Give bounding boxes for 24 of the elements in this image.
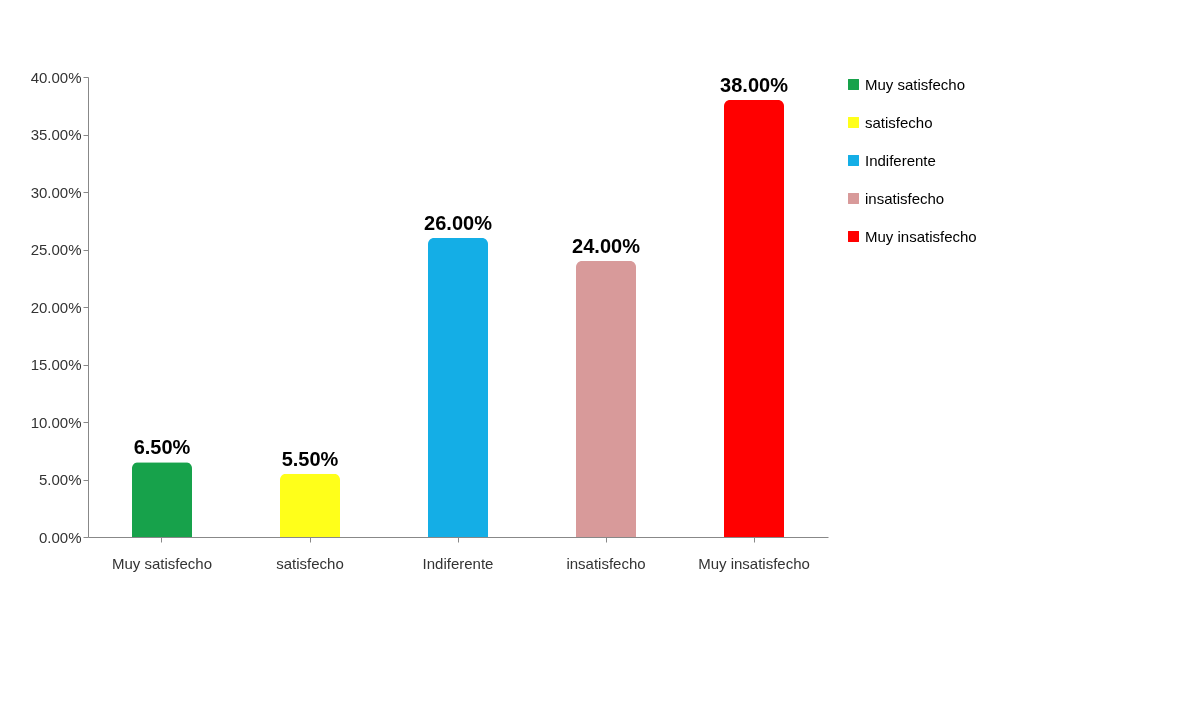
y-tick-label: 10.00% [30, 413, 82, 431]
x-tick-label: satisfecho [276, 554, 344, 572]
legend-label: insatisfecho [865, 189, 945, 207]
data-label: 6.50% [133, 436, 191, 459]
data-label: 26.00% [424, 212, 493, 234]
y-tick-label: 20.00% [30, 298, 82, 316]
data-label: 24.00% [572, 235, 641, 257]
y-tick-label: 25.00% [30, 241, 82, 258]
data-label: 38.00% [720, 74, 789, 96]
x-tick-label: insatisfecho [566, 554, 646, 572]
legend-label: Muy insatisfecho [865, 227, 977, 245]
y-tick-label: 15.00% [30, 356, 82, 373]
y-tick-label: 0.00% [38, 528, 82, 546]
legend-label: Indiferente [865, 151, 936, 169]
y-tick-label: 30.00% [30, 183, 82, 201]
y-tick-label: 5.00% [38, 471, 82, 488]
x-tick-label: Muy insatisfecho [698, 554, 810, 572]
y-tick-label: 35.00% [30, 126, 82, 143]
y-tick-label: 40.00% [30, 68, 82, 86]
legend-label: Muy satisfecho [865, 75, 966, 93]
x-tick-label: Indiferente [422, 554, 494, 572]
x-tick-label: Muy satisfecho [111, 554, 213, 572]
legend-label: satisfecho [865, 113, 933, 131]
data-label: 5.50% [281, 447, 339, 470]
